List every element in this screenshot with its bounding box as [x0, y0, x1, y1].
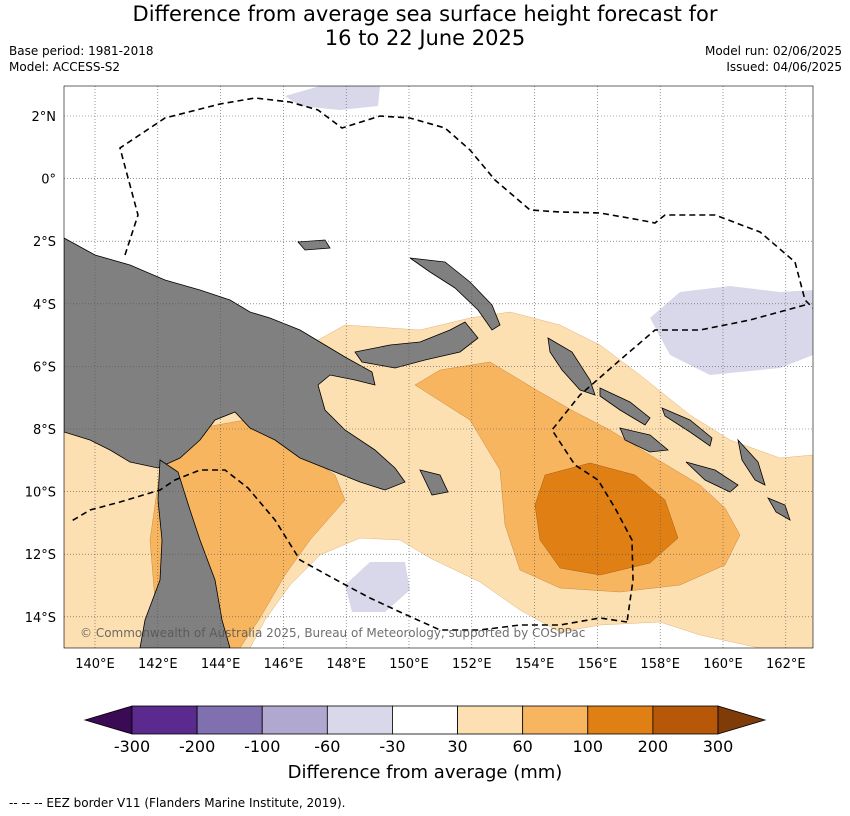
- colorbar-label: Difference from average (mm): [288, 762, 563, 783]
- colorbar-segment: [131, 705, 198, 735]
- colorbar-segment: [392, 705, 458, 735]
- longitude-label: 142°E: [138, 657, 178, 672]
- anomaly-100-200: [534, 462, 679, 576]
- eez-footnote: -- -- -- EEZ border V11 (Flanders Marine…: [9, 796, 346, 810]
- colorbar-tick-label: -60: [314, 737, 340, 756]
- colorbar: -300 -200 -100 -60 -30 30 60 100 200 300 Differen…: [83, 705, 767, 783]
- issued-date: Issued: 04/06/2025: [726, 60, 842, 74]
- santa-isabel-island: [599, 387, 651, 426]
- latitude-label: 12°S: [25, 548, 56, 563]
- vanuatu-island-2: [767, 497, 791, 521]
- base-period: Base period: 1981-2018: [9, 44, 154, 58]
- title-line-2: 16 to 22 June 2025: [324, 26, 526, 50]
- model-run: Model run: 02/06/2025: [704, 44, 842, 58]
- latitude-label: 4°S: [33, 298, 56, 313]
- colorbar-segments: [131, 705, 719, 735]
- meta-left: Base period: 1981-2018 Model: ACCESS-S2: [9, 43, 154, 75]
- meta-right: Model run: 02/06/2025 Issued: 04/06/2025: [705, 43, 842, 75]
- longitude-label: 146°E: [264, 657, 304, 672]
- anomaly-neg-east: [650, 286, 813, 375]
- longitude-label: 150°E: [389, 657, 429, 672]
- copyright-text: © Commonwealth of Australia 2025, Bureau…: [80, 626, 585, 640]
- colorbar-tick-label: 300: [703, 737, 734, 756]
- colorbar-extend-low: [83, 705, 133, 735]
- anomaly-neg-north: [285, 86, 380, 110]
- latitude-label: 0°: [41, 173, 56, 188]
- latitude-labels: 2°N 0° 2°S 4°S 6°S 8°S 10°S 12°S 14°S: [25, 110, 56, 626]
- longitude-label: 140°E: [75, 657, 115, 672]
- longitude-labels: 140°E 142°E 144°E 146°E 148°E 150°E 152°E 154°E…: [75, 657, 805, 672]
- manus-island: [297, 239, 331, 251]
- new-britain-island: [354, 321, 479, 369]
- malaita-island: [661, 407, 713, 447]
- louisiade-islands: [419, 469, 449, 496]
- makira-island: [685, 461, 739, 493]
- new-ireland-island: [409, 257, 501, 331]
- colorbar-tick-label: -30: [379, 737, 405, 756]
- longitude-label: 144°E: [201, 657, 241, 672]
- latitude-label: 2°N: [32, 110, 57, 125]
- title-line-1: Difference from average sea surface heig…: [132, 2, 718, 26]
- longitude-label: 156°E: [578, 657, 618, 672]
- colorbar-segment: [457, 705, 524, 735]
- colorbar-tick-label: -100: [244, 737, 280, 756]
- longitude-label: 162°E: [766, 657, 806, 672]
- colorbar-tick-label: 60: [512, 737, 532, 756]
- colorbar-segment: [326, 705, 393, 735]
- longitude-label: 152°E: [452, 657, 492, 672]
- guadalcanal-island: [619, 427, 669, 453]
- map-title: Difference from average sea surface heig…: [0, 2, 850, 50]
- longitude-label: 158°E: [640, 657, 680, 672]
- new-guinea-landmass: [64, 237, 406, 491]
- colorbar-tick-label: 100: [573, 737, 604, 756]
- map-frame: [63, 85, 814, 649]
- vanuatu-island-1: [737, 438, 766, 486]
- latitude-label: 10°S: [25, 486, 56, 501]
- latitude-label: 14°S: [25, 611, 56, 626]
- colorbar-tick-labels: -300 -200 -100 -60 -30 30 60 100 200 300: [114, 737, 733, 756]
- latitude-label: 6°S: [33, 360, 56, 375]
- longitude-label: 148°E: [326, 657, 366, 672]
- latitude-label: 8°S: [33, 423, 56, 438]
- map-area: © Commonwealth of Australia 2025, Bureau…: [64, 86, 813, 648]
- model-name: Model: ACCESS-S2: [9, 60, 121, 74]
- colorbar-segment: [522, 705, 589, 735]
- colorbar-tick-label: 30: [447, 737, 467, 756]
- longitude-label: 160°E: [703, 657, 743, 672]
- eez-border: [69, 97, 813, 631]
- colorbar-segment: [196, 705, 263, 735]
- longitude-label: 154°E: [515, 657, 555, 672]
- colorbar-extend-high: [717, 705, 767, 735]
- latitude-label: 2°S: [33, 235, 56, 250]
- colorbar-tick-label: -200: [179, 737, 215, 756]
- colorbar-segment: [587, 705, 654, 735]
- colorbar-tick-label: -300: [114, 737, 150, 756]
- colorbar-segment: [261, 705, 328, 735]
- gridlines: [64, 86, 813, 648]
- colorbar-segment: [652, 705, 719, 735]
- anomaly-neg-south: [345, 562, 410, 612]
- colorbar-tick-label: 200: [638, 737, 669, 756]
